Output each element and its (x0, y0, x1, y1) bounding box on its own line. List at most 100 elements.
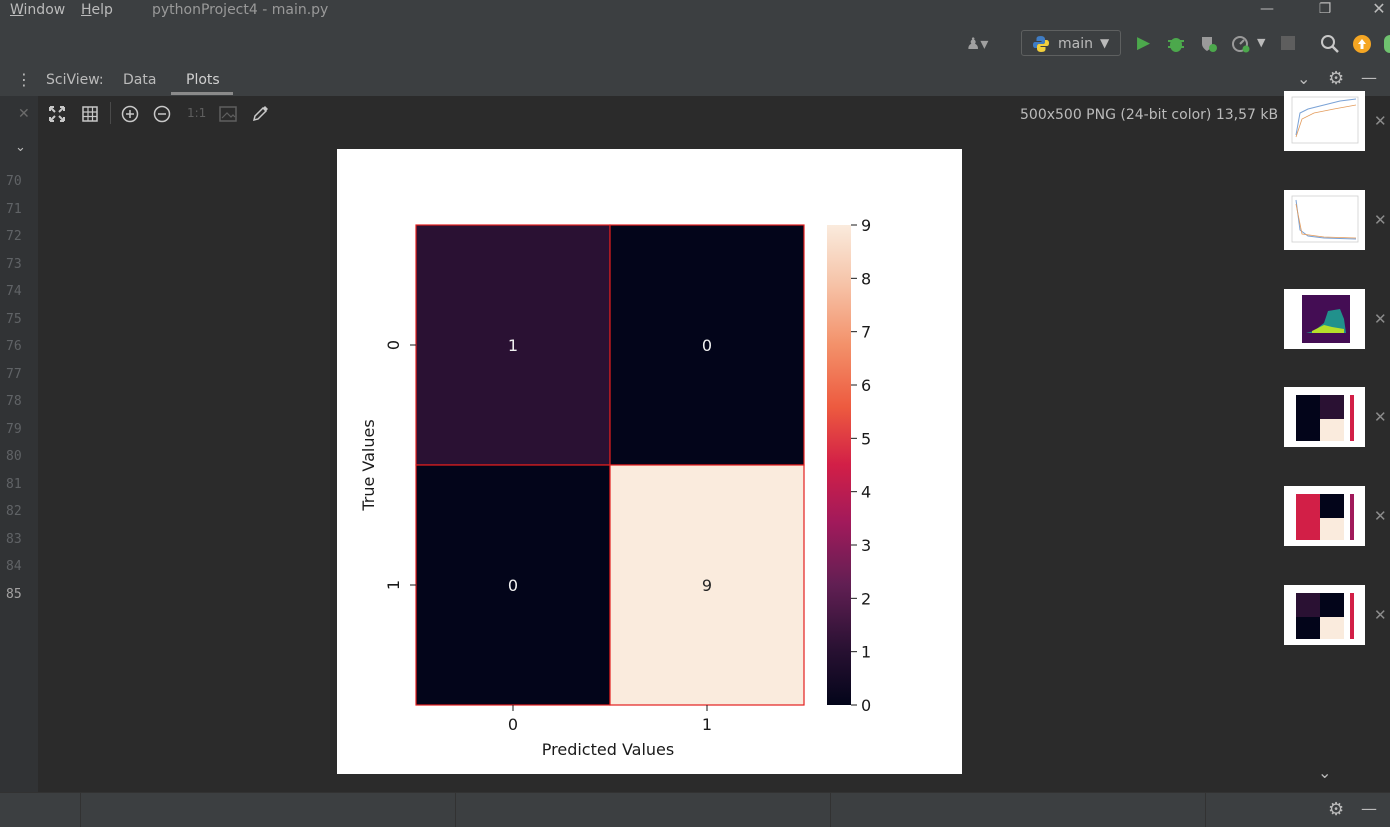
line-number: 79 (6, 421, 22, 437)
plot-toolbar: 1:1 (39, 96, 1390, 130)
colorbar (827, 225, 851, 705)
colorbar-tick-label: 7 (861, 323, 871, 342)
status-divider (80, 793, 81, 827)
line-number: 73 (6, 256, 22, 272)
plugin-icon[interactable] (1384, 35, 1390, 53)
colorbar-tick-label: 3 (861, 536, 871, 555)
line-number: 75 (6, 311, 22, 327)
debug-icon[interactable] (1166, 35, 1186, 53)
image-background-icon[interactable] (219, 106, 237, 122)
more-run-chevron-icon[interactable]: ▼ (1257, 36, 1266, 49)
active-tab-indicator (171, 92, 233, 95)
run-config-label: main (1058, 36, 1093, 52)
heatmap-cell (609, 464, 805, 706)
zoom-out-icon[interactable] (153, 105, 171, 123)
close-icon[interactable]: ✕ (1374, 310, 1387, 328)
cell-value-label: 9 (702, 576, 712, 595)
confusion-matrix-heatmap: 1 0 0 9 0 1 0 1 0 1 2 3 4 5 6 7 8 9 Predicted Values T… (359, 216, 871, 759)
thumbnail-line-plot[interactable] (1284, 190, 1365, 250)
menu-help[interactable]: Help (81, 2, 113, 18)
status-divider (830, 793, 831, 827)
run-icon[interactable]: ▶ (1137, 33, 1151, 53)
line-number: 80 (6, 449, 22, 464)
plot-image: 1 0 0 9 0 1 0 1 0 1 2 3 4 5 6 7 8 9 Predicted Values T… (337, 149, 962, 774)
update-icon[interactable] (1352, 34, 1372, 54)
gear-icon[interactable]: ⚙ (1328, 799, 1345, 820)
close-icon[interactable]: ✕ (1374, 408, 1387, 426)
x-tick-label: 0 (508, 715, 518, 734)
actual-size-button[interactable]: 1:1 (187, 106, 207, 120)
status-divider (455, 793, 456, 827)
colorbar-tick-label: 6 (861, 376, 871, 395)
chevron-down-icon[interactable]: ⌄ (15, 140, 26, 155)
hide-panel-icon[interactable]: — (1361, 799, 1377, 818)
status-bar: ⚙ — (0, 792, 1390, 827)
heatmap-cell (415, 224, 611, 466)
minimize-button[interactable]: — (1260, 1, 1274, 17)
run-config-select[interactable]: main ▼ (1021, 30, 1121, 56)
close-icon[interactable]: ✕ (18, 106, 30, 122)
hide-panel-icon[interactable]: — (1361, 68, 1377, 87)
status-divider (1205, 793, 1206, 827)
colorbar-tick-label: 5 (861, 429, 871, 448)
thumbnail-heatmap[interactable] (1284, 387, 1365, 447)
tab-plots[interactable]: Plots (186, 72, 220, 88)
cell-value-label: 0 (702, 336, 712, 355)
close-icon[interactable]: ✕ (1374, 112, 1387, 130)
colorbar-tick-label: 2 (861, 589, 871, 608)
y-tick-label: 0 (384, 340, 403, 350)
editor-gutter: ✕ ⌄ 70 71 72 73 74 75 76 77 78 79 80 81 82 83 84 85 (0, 96, 39, 792)
y-axis-label: True Values (359, 419, 378, 511)
line-number: 85 (6, 586, 22, 602)
gear-icon[interactable]: ⚙ (1328, 68, 1345, 89)
close-icon[interactable]: ✕ (1374, 507, 1387, 525)
title-bar: Window Help pythonProject4 - main.py — ❐… (0, 0, 1390, 26)
stop-icon[interactable] (1281, 36, 1295, 50)
chevron-down-icon: ▼ (1100, 36, 1110, 50)
colorbar-tick-label: 8 (861, 269, 871, 288)
grid-icon[interactable] (82, 106, 98, 122)
colorbar-tick-label: 9 (861, 216, 871, 235)
line-number: 81 (6, 476, 22, 492)
heatmap-cell (609, 224, 805, 466)
search-icon[interactable] (1320, 34, 1340, 54)
line-number: 71 (6, 201, 22, 217)
thumbnail-line-plot[interactable] (1284, 91, 1365, 151)
sciview-header: ⋮ SciView: Data Plots ⌄ ⚙ — (0, 64, 1390, 96)
heatmap-cell (415, 464, 611, 706)
options-menu-icon[interactable]: ⋮ (16, 70, 32, 89)
restore-button[interactable]: ❐ (1318, 1, 1332, 17)
python-icon (1033, 36, 1049, 52)
main-toolbar: ♟▾ main ▼ ▶ ▼ (0, 26, 1390, 65)
profile-icon[interactable] (1231, 35, 1251, 53)
fit-zoom-icon[interactable] (49, 106, 65, 122)
thumbnail-image-plot[interactable] (1284, 289, 1365, 349)
colorbar-tick-label: 0 (861, 696, 871, 715)
line-number: 82 (6, 504, 22, 519)
thumbnail-heatmap[interactable] (1284, 486, 1365, 546)
line-number: 70 (6, 174, 22, 189)
cell-value-label: 0 (508, 576, 518, 595)
close-window-button[interactable]: ✕ (1372, 0, 1386, 18)
thumbnail-heatmap[interactable] (1284, 585, 1365, 645)
line-number: 77 (6, 366, 22, 382)
color-picker-icon[interactable] (252, 104, 270, 122)
chevron-down-icon[interactable]: ⌄ (1318, 763, 1332, 782)
window-title: pythonProject4 - main.py (152, 2, 329, 18)
menu-window[interactable]: Window (10, 2, 66, 18)
line-number: 78 (6, 394, 22, 409)
sciview-label: SciView: (46, 72, 104, 88)
colorbar-tick-label: 4 (861, 483, 871, 502)
chevron-down-icon[interactable]: ⌄ (1297, 69, 1311, 88)
line-number: 83 (6, 531, 22, 547)
zoom-in-icon[interactable] (121, 105, 139, 123)
x-tick-label: 1 (702, 715, 712, 734)
coverage-icon[interactable] (1199, 35, 1219, 53)
close-icon[interactable]: ✕ (1374, 606, 1387, 624)
colorbar-tick-label: 1 (861, 643, 871, 662)
user-icon[interactable]: ♟▾ (966, 34, 989, 53)
y-tick-label: 1 (384, 580, 403, 590)
line-number: 84 (6, 559, 22, 574)
close-icon[interactable]: ✕ (1374, 211, 1387, 229)
tab-data[interactable]: Data (123, 72, 157, 88)
